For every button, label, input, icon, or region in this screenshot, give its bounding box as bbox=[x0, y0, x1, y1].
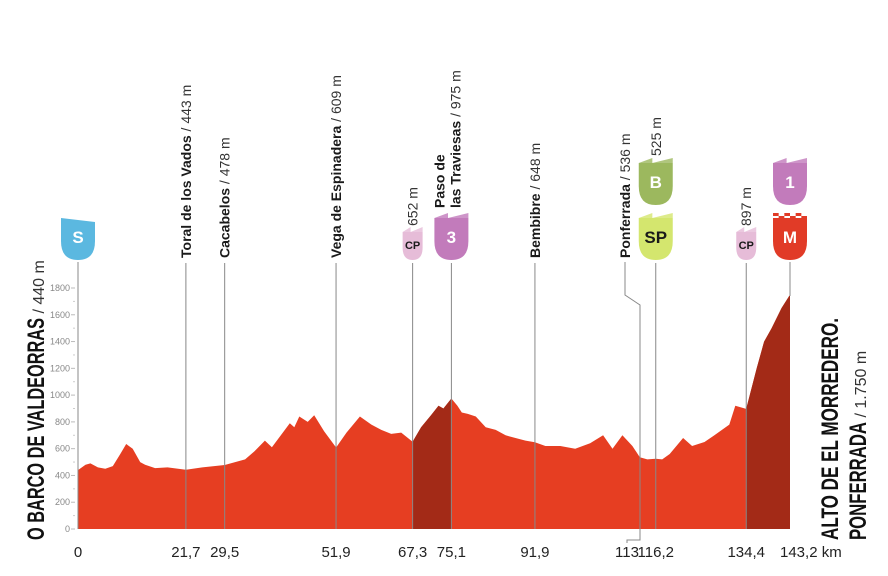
y-tick-label: 0 bbox=[65, 524, 70, 534]
badge-shield bbox=[434, 218, 469, 260]
climb-cat-3-badge: 3 bbox=[434, 213, 469, 260]
waypoint-elevation: / 478 m bbox=[217, 137, 233, 188]
waypoint-name: Ponferrada bbox=[617, 184, 633, 258]
waypoint-label: 897 m bbox=[738, 187, 754, 226]
waypoint-label: Toral de los Vados / 443 m bbox=[178, 85, 194, 258]
waypoint-label: Vega de Espinadera / 609 m bbox=[328, 75, 344, 258]
climb-cat-1-badge: 1 bbox=[773, 158, 807, 205]
waypoint-label: Ponferrada / 536 m bbox=[617, 133, 633, 258]
badge-shield bbox=[402, 232, 423, 260]
y-tick-label: 1800 bbox=[50, 283, 70, 293]
waypoint-name-line2: las Traviesas bbox=[447, 121, 463, 208]
km-label: 75,1 bbox=[437, 544, 466, 561]
checkered-flag-icon bbox=[784, 213, 790, 216]
km-label: 51,9 bbox=[321, 544, 350, 561]
waypoint-elevation: / 443 m bbox=[178, 85, 194, 136]
y-tick-label: 1600 bbox=[50, 310, 70, 320]
checkpoint-badge: CP bbox=[402, 227, 423, 260]
waypoint-elevation: / 609 m bbox=[328, 75, 344, 126]
badge-label: CP bbox=[739, 240, 754, 252]
waypoint-name: Bembibre bbox=[527, 193, 543, 258]
waypoint-label: Bembibre / 648 m bbox=[527, 143, 543, 258]
badge-label: S bbox=[72, 228, 83, 247]
waypoint-name: Paso de bbox=[431, 154, 447, 208]
badge-flag-icon bbox=[638, 213, 673, 218]
badge-flag-icon bbox=[638, 158, 673, 163]
waypoint-name: Vega de Espinadera bbox=[328, 126, 344, 258]
y-tick-label: 1000 bbox=[50, 390, 70, 400]
start-name: O BARCO DE VALDEORRAS bbox=[23, 318, 50, 540]
finish-elevation: / 1.750 m bbox=[853, 351, 870, 422]
sprint-badge: SP bbox=[638, 213, 673, 260]
waypoint-elevation: 897 m bbox=[738, 187, 754, 226]
badge-label: SP bbox=[644, 228, 667, 247]
badge-shield bbox=[736, 232, 757, 260]
badge-flag-icon bbox=[402, 227, 423, 232]
badge-flag-icon bbox=[736, 227, 757, 232]
km-label: 67,3 bbox=[398, 544, 427, 561]
badge-shield bbox=[773, 218, 807, 260]
badge-label: M bbox=[783, 228, 797, 247]
km-label: 143,2 km bbox=[780, 544, 842, 561]
badge-shield bbox=[61, 218, 95, 260]
km-label: 134,4 bbox=[727, 544, 765, 561]
badge-shield bbox=[773, 163, 807, 205]
waypoint-elevation: / 536 m bbox=[617, 133, 633, 184]
checkpoint-badge: CP bbox=[736, 227, 757, 260]
badge-label: 1 bbox=[785, 173, 794, 192]
badge-label: CP bbox=[405, 240, 420, 252]
badge-flag-icon bbox=[61, 218, 95, 222]
y-tick-label: 600 bbox=[55, 444, 70, 454]
finish-badge: M bbox=[773, 213, 807, 260]
y-tick-label: 800 bbox=[55, 417, 70, 427]
waypoint-elevation: / 648 m bbox=[527, 143, 543, 194]
y-tick-label: 200 bbox=[55, 497, 70, 507]
checkered-flag-icon bbox=[795, 213, 802, 216]
finish-location-label: PONFERRADA / 1.750 m bbox=[845, 351, 872, 540]
y-tick-label: 400 bbox=[55, 470, 70, 480]
km-label: 91,9 bbox=[520, 544, 549, 561]
waypoint-label: Cacabelos / 478 m bbox=[217, 137, 233, 258]
km-label: 0 bbox=[74, 544, 82, 561]
km-label: 21,7 bbox=[171, 544, 200, 561]
waypoint-elevation: / 975 m bbox=[447, 70, 463, 121]
badge-label: B bbox=[650, 173, 662, 192]
km-label: 29,5 bbox=[210, 544, 239, 561]
waypoint-name: Cacabelos bbox=[217, 188, 233, 258]
waypoint-label: 525 m bbox=[648, 117, 664, 156]
finish-name-line2: PONFERRADA bbox=[845, 422, 872, 540]
climb-segment bbox=[746, 294, 790, 529]
checkered-flag-icon bbox=[778, 216, 785, 219]
waypoint-elevation: 525 m bbox=[648, 117, 664, 156]
climb-segment bbox=[412, 398, 452, 529]
badge-flag-icon bbox=[773, 158, 807, 163]
badge-shield bbox=[638, 218, 673, 260]
checkered-flag-icon bbox=[801, 216, 807, 219]
checkered-flag-icon bbox=[790, 216, 796, 219]
checkered-flag-icon bbox=[773, 213, 779, 216]
waypoint-line bbox=[624, 262, 641, 543]
badge-flag-icon bbox=[434, 213, 469, 218]
km-label: 116,2 bbox=[638, 544, 674, 561]
start-elevation: / 440 m bbox=[31, 260, 48, 318]
waypoint-name: Toral de los Vados bbox=[178, 135, 194, 258]
badge-shield bbox=[638, 163, 673, 205]
finish-name: ALTO DE EL MORREDERO. bbox=[817, 318, 844, 540]
y-tick-label: 1400 bbox=[50, 337, 70, 347]
waypoint-elevation: 652 m bbox=[405, 187, 421, 226]
badge-label: 3 bbox=[447, 228, 456, 247]
km-label: 113 bbox=[615, 544, 639, 561]
y-tick-label: 1200 bbox=[50, 363, 70, 373]
waypoint-label: 652 m bbox=[405, 187, 421, 226]
start-badge: S bbox=[61, 218, 95, 260]
waypoint-label: las Traviesas / 975 m bbox=[447, 70, 463, 208]
start-location-label: O BARCO DE VALDEORRAS / 440 m bbox=[23, 260, 50, 540]
bonus-badge: B bbox=[638, 158, 673, 205]
